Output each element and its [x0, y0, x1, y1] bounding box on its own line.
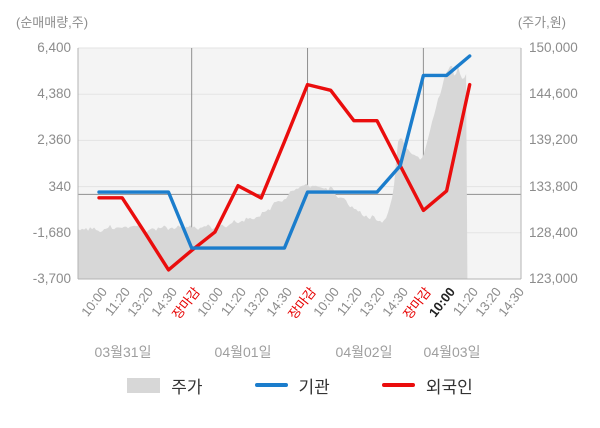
right-axis-tick: 139,200 [529, 132, 578, 148]
date-label: 04월03일 [423, 344, 481, 360]
right-axis-title: (주가,원) [517, 15, 566, 30]
legend-item-foreigner: 외국인 [381, 373, 473, 398]
left-axis-tick: 6,400 [37, 40, 71, 55]
chart-legend: 주가 기관 외국인 [0, 371, 600, 399]
institution-line-swatch [254, 383, 288, 387]
left-axis-tick: -1,680 [32, 224, 71, 240]
legend-label-price: 주가 [171, 377, 203, 397]
date-label: 04월01일 [214, 344, 272, 360]
left-axis-tick: 4,380 [37, 86, 71, 102]
institution-line [97, 54, 472, 250]
left-axis-tick: -3,700 [32, 271, 71, 286]
left-axis-tick: 340 [48, 178, 71, 194]
legend-label-foreigner: 외국인 [425, 377, 473, 397]
right-axis-tick: 150,000 [529, 40, 578, 55]
price-area [78, 65, 468, 280]
legend-item-institution: 기관 [254, 373, 330, 398]
foreigner-line [97, 82, 472, 272]
left-axis-tick: 2,360 [37, 132, 71, 148]
legend-item-price: 주가 [127, 373, 203, 398]
left-axis-title: (순매매량,주) [16, 15, 89, 30]
date-label: 03월31일 [94, 344, 152, 360]
right-axis-tick: 128,400 [529, 224, 578, 240]
date-label: 04월02일 [335, 344, 393, 360]
foreigner-line-swatch [381, 383, 415, 387]
price-area-swatch [127, 377, 161, 393]
right-axis-tick: 133,800 [529, 178, 578, 194]
legend-label-institution: 기관 [298, 377, 330, 397]
right-axis-tick: 123,000 [529, 271, 578, 286]
right-axis-tick: 144,600 [529, 86, 578, 102]
